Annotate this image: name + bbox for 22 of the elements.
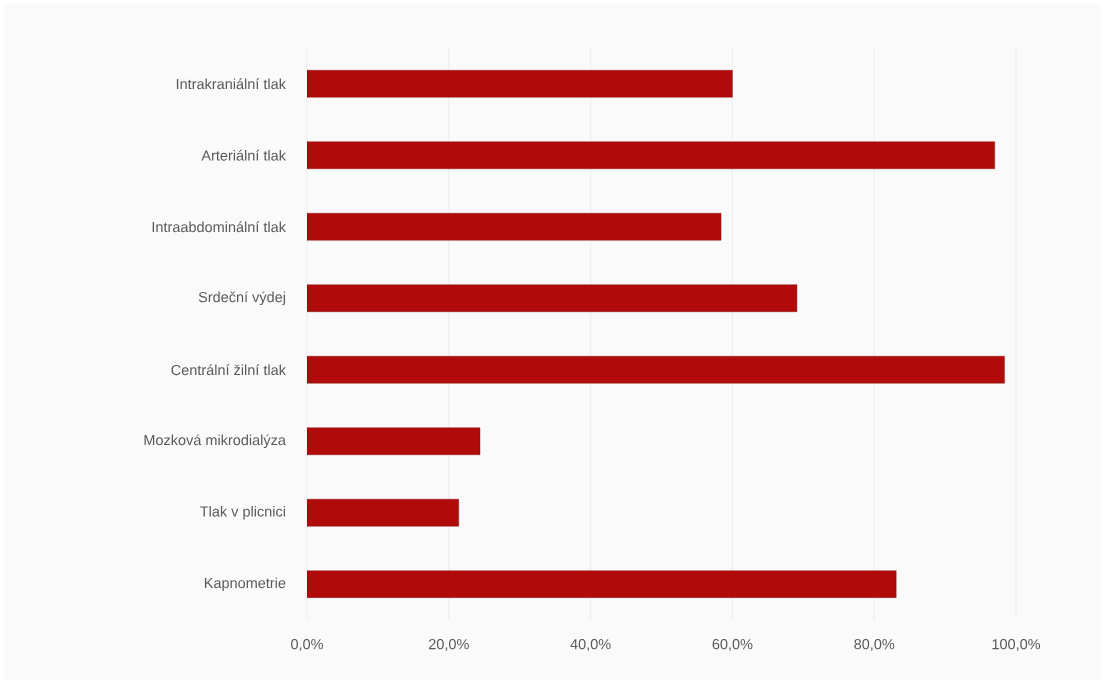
bar xyxy=(307,499,459,527)
bar xyxy=(307,213,722,241)
bar xyxy=(307,570,897,598)
x-tick-label: 80,0% xyxy=(854,639,895,651)
y-tick-label: Kapnometrie xyxy=(204,577,286,591)
bar xyxy=(307,141,995,169)
bar xyxy=(307,427,481,455)
bar xyxy=(307,70,733,98)
y-tick-label: Tlak v plicnici xyxy=(200,505,285,520)
y-tick-label: Srdeční výdej xyxy=(198,291,285,306)
x-tick-label: 0,0% xyxy=(291,639,324,651)
x-tick-label: 100,0% xyxy=(992,639,1041,651)
x-tick-label: 60,0% xyxy=(712,639,753,651)
y-tick-label: Mozková mikrodialýza xyxy=(144,434,286,449)
x-tick-label: 40,0% xyxy=(570,639,611,651)
bar xyxy=(307,356,1005,384)
y-tick-label: Intrakraniální tlak xyxy=(176,78,286,90)
bar xyxy=(307,284,798,312)
y-tick-label: Intraabdominální tlak xyxy=(152,221,286,233)
x-tick-label: 20,0% xyxy=(428,639,469,651)
y-tick-label: Arteriální tlak xyxy=(201,149,286,161)
y-tick-label: Centrální žilní tlak xyxy=(171,364,286,376)
